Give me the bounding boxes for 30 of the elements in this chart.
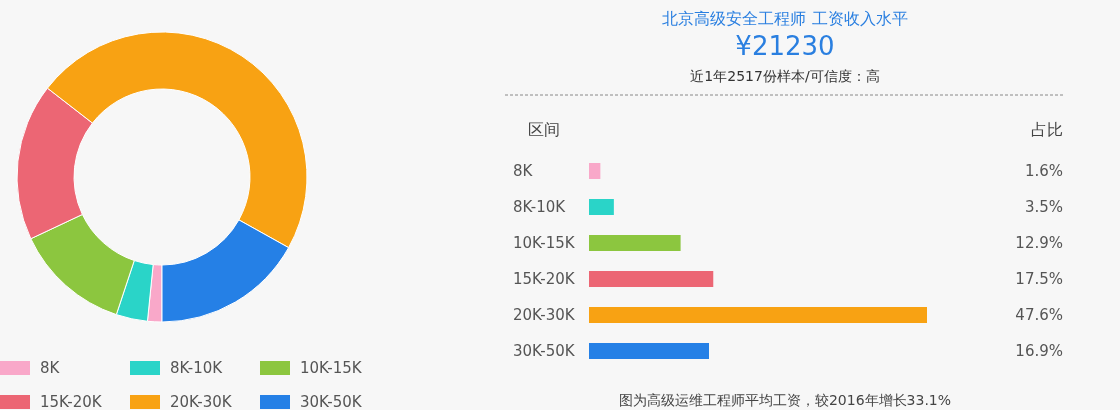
bar — [589, 271, 714, 287]
data-label: 12.9% — [1015, 234, 1063, 252]
y-tick-label: 8K — [513, 162, 534, 180]
data-label: 16.9% — [1015, 342, 1063, 360]
legend-label: 8K-10K — [170, 359, 224, 377]
data-label: 47.6% — [1015, 306, 1063, 324]
bar — [589, 307, 927, 323]
legend-label: 15K-20K — [40, 393, 103, 410]
y-tick-label: 15K-20K — [513, 270, 576, 288]
legend-label: 8K — [40, 359, 61, 377]
data-label: 17.5% — [1015, 270, 1063, 288]
text: 近1年2517份样本/可信度：高 — [690, 68, 880, 84]
legend-label: 10K-15K — [300, 359, 363, 377]
y-tick-label: 8K-10K — [513, 198, 567, 216]
bar — [589, 199, 614, 215]
data-label: 3.5% — [1024, 198, 1063, 216]
bar — [589, 163, 601, 179]
chart-title: 北京高级安全工程师 工资收入水平 — [662, 9, 908, 28]
text: 区间 — [528, 120, 560, 139]
y-tick-label: 30K-50K — [513, 342, 576, 360]
text: 图为高级运维工程师平均工资，较2016年增长33.1% — [618, 392, 952, 408]
text: 占比 — [1031, 120, 1063, 139]
chart-subtitle: ¥21230 — [735, 31, 835, 61]
bar — [589, 235, 681, 251]
y-tick-label: 20K-30K — [513, 306, 576, 324]
bar — [589, 343, 709, 359]
data-label: 1.6% — [1024, 162, 1063, 180]
legend-label: 30K-50K — [300, 393, 363, 410]
y-tick-label: 10K-15K — [513, 234, 576, 252]
legend-label: 20K-30K — [170, 393, 233, 410]
